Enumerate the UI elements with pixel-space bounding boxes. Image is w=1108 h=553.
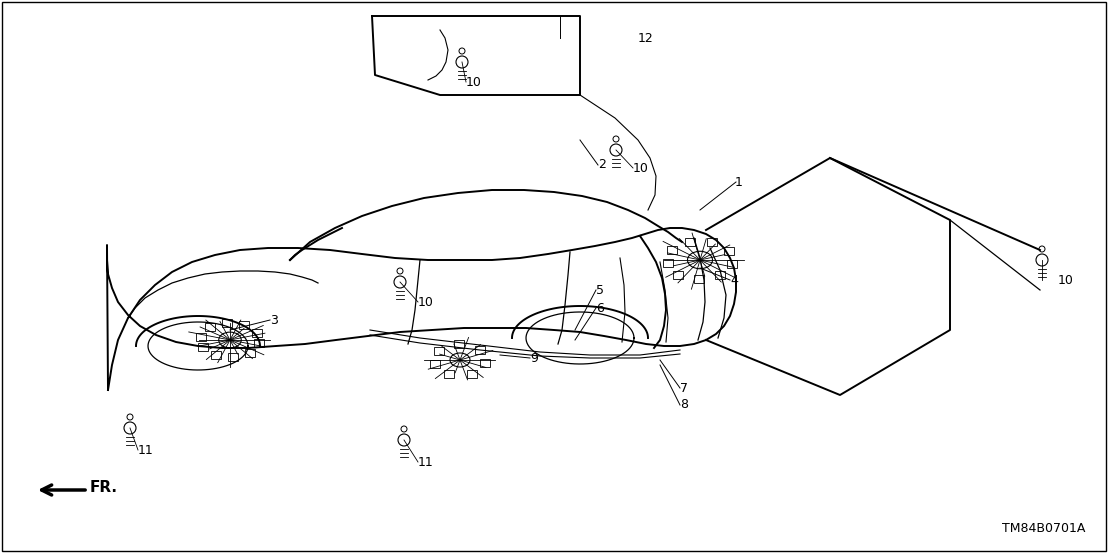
Circle shape bbox=[611, 144, 622, 156]
FancyBboxPatch shape bbox=[245, 349, 255, 357]
Ellipse shape bbox=[218, 332, 242, 348]
Text: 10: 10 bbox=[466, 76, 482, 88]
Ellipse shape bbox=[450, 353, 470, 367]
FancyBboxPatch shape bbox=[430, 360, 440, 368]
Ellipse shape bbox=[687, 251, 712, 269]
FancyBboxPatch shape bbox=[716, 272, 726, 279]
FancyBboxPatch shape bbox=[254, 340, 264, 347]
FancyBboxPatch shape bbox=[444, 370, 454, 378]
FancyBboxPatch shape bbox=[222, 319, 232, 327]
FancyBboxPatch shape bbox=[454, 341, 464, 348]
Text: FR.: FR. bbox=[90, 481, 117, 495]
FancyBboxPatch shape bbox=[211, 351, 220, 359]
Text: 7: 7 bbox=[680, 382, 688, 394]
FancyBboxPatch shape bbox=[727, 260, 737, 268]
Circle shape bbox=[398, 434, 410, 446]
Text: 4: 4 bbox=[730, 274, 738, 286]
Text: 8: 8 bbox=[680, 399, 688, 411]
Text: 12: 12 bbox=[638, 32, 654, 44]
Circle shape bbox=[1036, 254, 1048, 266]
Circle shape bbox=[397, 268, 403, 274]
Text: 10: 10 bbox=[418, 295, 434, 309]
Text: 10: 10 bbox=[633, 161, 649, 175]
Circle shape bbox=[127, 414, 133, 420]
FancyBboxPatch shape bbox=[685, 237, 695, 246]
Text: 10: 10 bbox=[1058, 274, 1074, 286]
Circle shape bbox=[1039, 246, 1045, 252]
Circle shape bbox=[613, 136, 619, 142]
FancyBboxPatch shape bbox=[466, 370, 476, 378]
Circle shape bbox=[456, 56, 468, 68]
FancyBboxPatch shape bbox=[475, 346, 485, 354]
Text: 11: 11 bbox=[418, 456, 433, 468]
FancyBboxPatch shape bbox=[205, 323, 215, 331]
Text: 11: 11 bbox=[138, 444, 154, 456]
FancyBboxPatch shape bbox=[707, 238, 717, 246]
Text: 3: 3 bbox=[270, 314, 278, 326]
FancyBboxPatch shape bbox=[198, 343, 208, 351]
FancyBboxPatch shape bbox=[674, 270, 684, 279]
FancyBboxPatch shape bbox=[239, 321, 249, 328]
Text: 5: 5 bbox=[596, 284, 604, 296]
FancyBboxPatch shape bbox=[434, 347, 444, 354]
FancyBboxPatch shape bbox=[667, 246, 677, 254]
Circle shape bbox=[394, 276, 406, 288]
Circle shape bbox=[124, 422, 136, 434]
Text: 9: 9 bbox=[530, 352, 537, 364]
FancyBboxPatch shape bbox=[196, 332, 206, 341]
Text: 6: 6 bbox=[596, 301, 604, 315]
Circle shape bbox=[401, 426, 407, 432]
FancyBboxPatch shape bbox=[252, 328, 261, 337]
FancyBboxPatch shape bbox=[228, 353, 238, 362]
Text: 2: 2 bbox=[598, 159, 606, 171]
FancyBboxPatch shape bbox=[663, 259, 673, 267]
Text: 1: 1 bbox=[735, 175, 742, 189]
FancyBboxPatch shape bbox=[481, 359, 491, 367]
Circle shape bbox=[459, 48, 465, 54]
FancyBboxPatch shape bbox=[695, 275, 705, 284]
Text: TM84B0701A: TM84B0701A bbox=[1002, 522, 1085, 535]
FancyBboxPatch shape bbox=[724, 247, 733, 255]
